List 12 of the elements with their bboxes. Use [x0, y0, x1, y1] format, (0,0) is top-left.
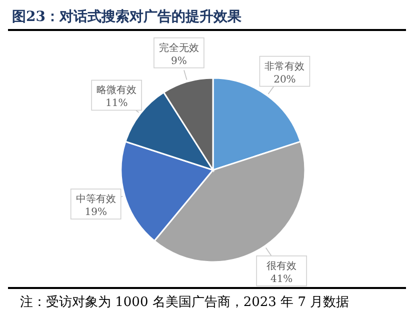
text: 注：受访对象为 1000 名美国广告商，2023 年 7 月数据: [19, 294, 350, 311]
slice-label: 完全无效: [158, 42, 199, 54]
slice-label: 非常有效: [264, 60, 305, 72]
data-label: 9%: [171, 56, 187, 67]
chart-title: 图23：对话式搜索对广告的提升效果: [8, 8, 406, 31]
data-label: 41%: [270, 274, 293, 285]
slice-label: 很有效: [266, 260, 297, 272]
data-label: 11%: [105, 98, 128, 110]
data-label: 20%: [274, 74, 296, 86]
slice-label: 略微有效: [96, 84, 137, 96]
data-label: 19%: [84, 207, 107, 218]
slice-label: 中等有效: [76, 193, 116, 206]
